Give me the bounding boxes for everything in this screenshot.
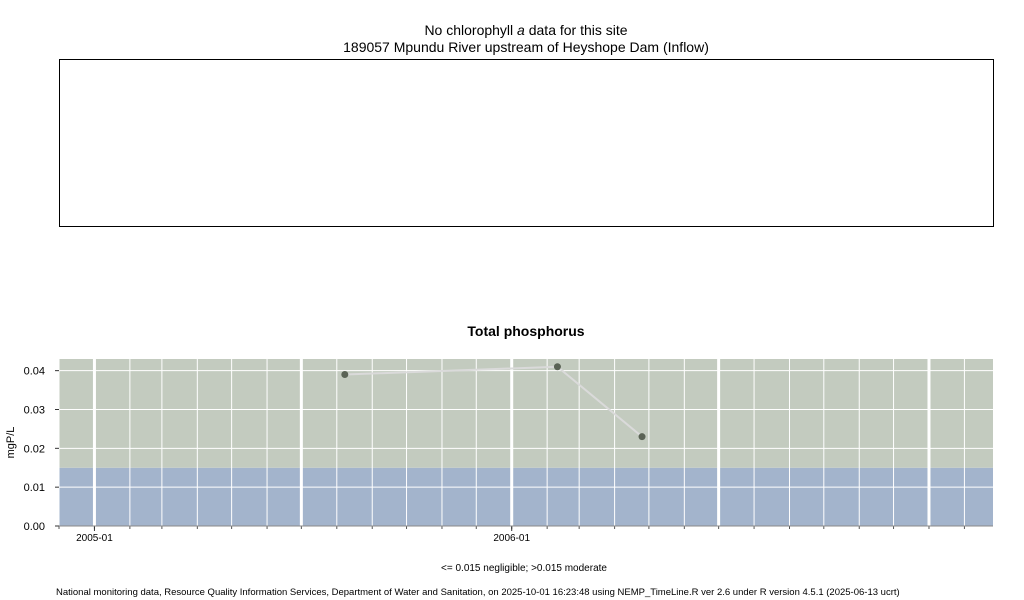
y-axis-label: mgP/L [5, 427, 17, 459]
y-tick-label-3: 0.03 [24, 404, 45, 416]
y-tick-label-4: 0.04 [24, 366, 45, 378]
y-tick-label-1: 0.01 [24, 482, 45, 494]
data-point-1 [553, 363, 561, 371]
y-tick-label-0: 0.00 [24, 521, 45, 533]
chlorophyll-title-prefix: No chlorophyll [424, 22, 514, 38]
legend-text: <= 0.015 negligible; >0.015 moderate [441, 563, 607, 574]
data-point-0 [341, 371, 349, 379]
footer-note: National monitoring data, Resource Quali… [56, 587, 900, 598]
chlorophyll-title-suffix: data for this site [528, 22, 628, 38]
phosphorus-chart: 0.00 0.01 0.02 0.03 0.04 mgP/L 2005-01 2006-01 [5, 359, 993, 544]
y-tick-label-2: 0.02 [24, 443, 45, 455]
empty-chlorophyll-plot [59, 59, 994, 227]
band-1 [59, 359, 993, 468]
chlorophyll-title-italic: a [517, 22, 525, 38]
band-0 [59, 467, 993, 526]
site-title: 189057 Mpundu River upstream of Heyshope… [343, 39, 709, 55]
x-tick-label-1: 2006-01 [493, 533, 530, 544]
phosphorus-chart-title: Total phosphorus [467, 323, 585, 339]
data-point-2 [638, 433, 646, 441]
x-tick-label-0: 2005-01 [76, 533, 113, 544]
chlorophyll-title: No chlorophyll a data for this site [0, 22, 1024, 38]
